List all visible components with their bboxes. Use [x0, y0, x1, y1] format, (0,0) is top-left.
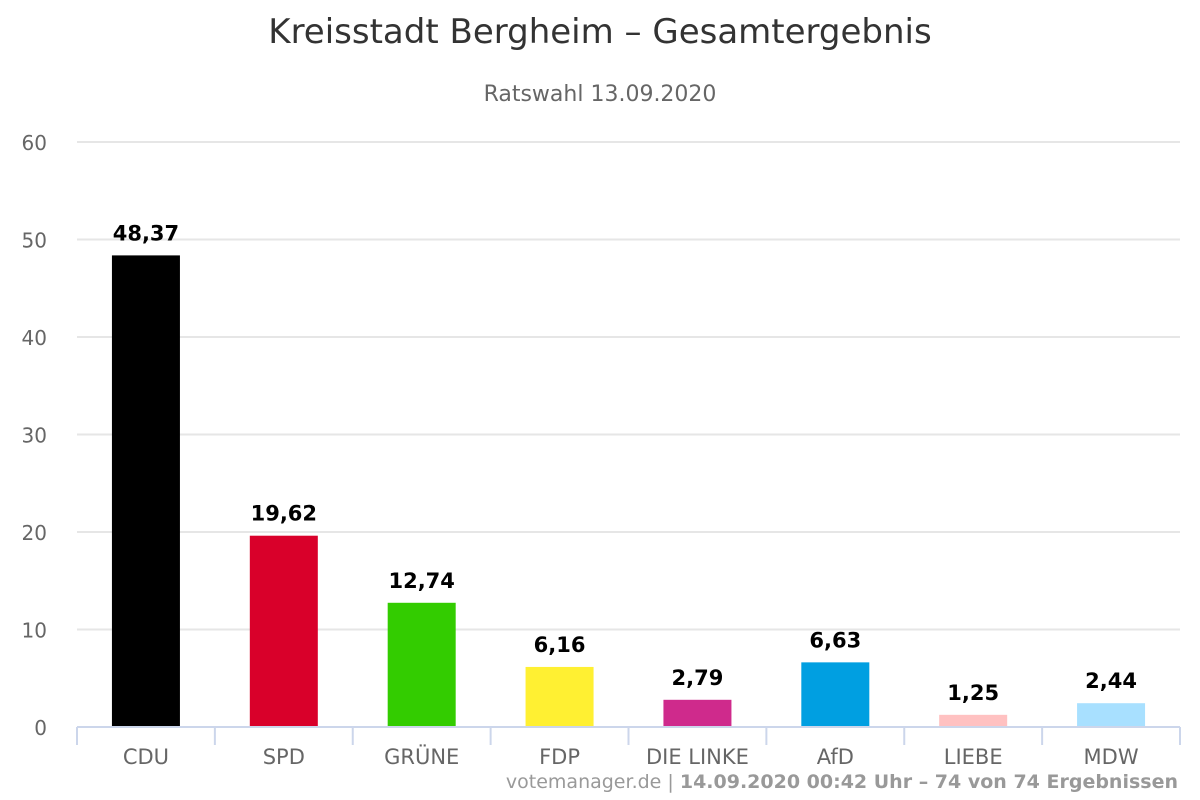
x-tick-label: GRÜNE — [384, 744, 459, 769]
y-tick-label: 0 — [34, 716, 47, 740]
bar-liebe — [939, 714, 1008, 727]
data-label: 19,62 — [251, 502, 317, 526]
y-tick-label: 50 — [22, 229, 47, 253]
data-label: 2,79 — [672, 666, 724, 690]
credits-separator: | — [661, 771, 680, 793]
data-label: 12,74 — [388, 569, 454, 593]
data-label: 1,25 — [947, 681, 999, 705]
credits[interactable]: votemanager.de | 14.09.2020 00:42 Uhr – … — [506, 771, 1178, 793]
bar-gr-ne — [387, 602, 456, 727]
data-label: 2,44 — [1085, 669, 1137, 693]
y-tick-label: 40 — [22, 326, 47, 350]
bar-spd — [249, 535, 318, 727]
x-tick-label: AfD — [817, 745, 854, 769]
data-label: 6,63 — [809, 628, 861, 652]
x-tick-label: CDU — [123, 745, 169, 769]
y-tick-label: 10 — [22, 619, 47, 643]
data-labels: 48,37 19,62 12,74 6,16 2,79 6,63 1,25 2,44 — [113, 221, 1137, 704]
bar-fdp — [525, 666, 594, 727]
credits-source[interactable]: votemanager.de — [505, 771, 662, 793]
bar-die-linke — [663, 699, 732, 727]
y-tick-label: 60 — [22, 131, 47, 155]
x-tick-label: DIE LINKE — [646, 745, 749, 769]
y-axis-ticks: 0 10 20 30 40 50 60 — [22, 131, 47, 740]
y-tick-label: 20 — [22, 521, 47, 545]
bar-afd — [801, 662, 870, 727]
chart-title: Kreisstadt Bergheim – Gesamtergebnis — [268, 12, 932, 52]
data-label: 48,37 — [113, 221, 179, 245]
chart-subtitle: Ratswahl 13.09.2020 — [483, 82, 717, 107]
data-label: 6,16 — [534, 633, 586, 657]
gridlines — [77, 141, 1180, 631]
bars — [111, 255, 1146, 727]
x-axis: CDU SPD GRÜNE FDP DIE LINKE AfD LIEBE MDW — [76, 726, 1181, 769]
bar-mdw — [1077, 703, 1146, 727]
y-tick-label: 30 — [22, 424, 47, 448]
x-tick-label: FDP — [539, 745, 580, 769]
x-tick-label: MDW — [1084, 745, 1139, 769]
x-tick-label: LIEBE — [944, 745, 1003, 769]
x-tick-label: SPD — [263, 745, 305, 769]
bar-cdu — [111, 255, 180, 727]
credits-detail: 14.09.2020 00:42 Uhr – 74 von 74 Ergebni… — [679, 771, 1178, 793]
